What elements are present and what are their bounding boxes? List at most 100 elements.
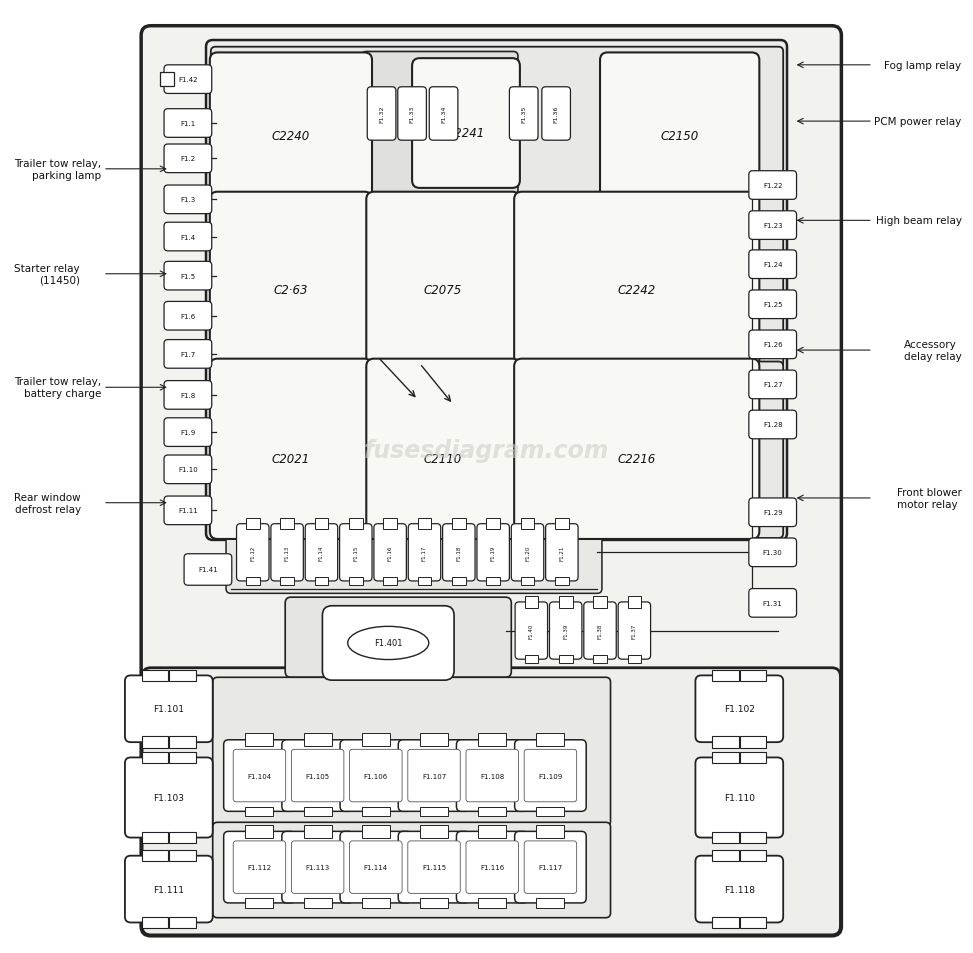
Bar xyxy=(169,670,196,681)
Bar xyxy=(712,670,739,681)
FancyBboxPatch shape xyxy=(213,822,610,918)
FancyBboxPatch shape xyxy=(546,524,578,581)
Bar xyxy=(142,850,168,862)
Bar xyxy=(536,824,564,839)
Bar xyxy=(594,597,607,608)
FancyBboxPatch shape xyxy=(282,740,353,812)
Text: C2241: C2241 xyxy=(447,127,486,140)
FancyBboxPatch shape xyxy=(164,381,212,410)
Text: C2·63: C2·63 xyxy=(273,283,308,296)
FancyBboxPatch shape xyxy=(142,668,841,935)
Text: F1.24: F1.24 xyxy=(763,262,782,268)
Text: F1.103: F1.103 xyxy=(154,793,184,802)
Bar xyxy=(142,670,168,681)
Bar xyxy=(628,656,641,663)
Text: F1.25: F1.25 xyxy=(763,302,782,308)
Text: F1.9: F1.9 xyxy=(180,430,196,436)
Bar xyxy=(524,656,538,663)
Bar xyxy=(314,578,328,585)
FancyBboxPatch shape xyxy=(398,88,426,141)
Bar xyxy=(712,917,739,928)
Bar xyxy=(246,518,260,530)
FancyBboxPatch shape xyxy=(408,749,460,802)
FancyBboxPatch shape xyxy=(466,749,519,802)
Text: Fog lamp relay: Fog lamp relay xyxy=(884,61,961,71)
FancyBboxPatch shape xyxy=(224,740,295,812)
FancyBboxPatch shape xyxy=(696,758,783,838)
FancyBboxPatch shape xyxy=(408,841,460,894)
Text: F1.31: F1.31 xyxy=(763,600,782,606)
Text: Starter relay
(11450): Starter relay (11450) xyxy=(15,264,80,285)
FancyBboxPatch shape xyxy=(696,676,783,742)
Bar xyxy=(383,518,397,530)
Bar xyxy=(245,824,273,839)
Text: C2021: C2021 xyxy=(271,453,310,465)
Bar xyxy=(420,806,448,816)
Text: F1.21: F1.21 xyxy=(559,545,564,560)
FancyBboxPatch shape xyxy=(236,524,269,581)
Text: F1.118: F1.118 xyxy=(724,884,755,894)
Bar xyxy=(417,578,431,585)
Text: F1.3: F1.3 xyxy=(180,197,196,203)
FancyBboxPatch shape xyxy=(584,602,616,659)
FancyBboxPatch shape xyxy=(749,538,797,567)
Text: F1.116: F1.116 xyxy=(480,864,504,870)
Text: F1.5: F1.5 xyxy=(180,274,196,279)
Text: F1.37: F1.37 xyxy=(631,623,637,639)
FancyBboxPatch shape xyxy=(600,53,759,201)
Bar xyxy=(739,832,767,843)
FancyBboxPatch shape xyxy=(210,193,372,368)
Bar xyxy=(420,824,448,839)
FancyBboxPatch shape xyxy=(366,193,520,368)
FancyBboxPatch shape xyxy=(285,598,511,678)
Bar xyxy=(420,898,448,907)
FancyBboxPatch shape xyxy=(514,193,759,368)
Text: F1.14: F1.14 xyxy=(319,545,324,560)
Bar xyxy=(628,597,641,608)
FancyBboxPatch shape xyxy=(210,53,372,201)
Text: F1.6: F1.6 xyxy=(180,314,196,319)
Bar xyxy=(169,850,196,862)
Bar xyxy=(452,518,466,530)
Text: F1.401: F1.401 xyxy=(374,639,403,648)
Bar xyxy=(245,806,273,816)
FancyBboxPatch shape xyxy=(515,602,548,659)
Bar xyxy=(521,518,534,530)
FancyBboxPatch shape xyxy=(125,856,213,923)
Text: F1.17: F1.17 xyxy=(422,545,427,560)
Bar xyxy=(161,72,173,87)
Bar xyxy=(559,597,572,608)
Text: F1.27: F1.27 xyxy=(763,382,782,388)
FancyBboxPatch shape xyxy=(234,749,286,802)
FancyBboxPatch shape xyxy=(550,602,582,659)
Text: C2150: C2150 xyxy=(661,131,699,143)
FancyBboxPatch shape xyxy=(367,88,396,141)
Bar xyxy=(486,578,500,585)
Bar xyxy=(712,850,739,862)
Bar xyxy=(304,824,332,839)
Bar xyxy=(362,734,390,747)
FancyBboxPatch shape xyxy=(374,524,407,581)
Bar xyxy=(555,578,568,585)
Bar xyxy=(304,806,332,816)
Text: F1.34: F1.34 xyxy=(441,106,446,123)
FancyBboxPatch shape xyxy=(349,841,402,894)
FancyBboxPatch shape xyxy=(282,831,353,903)
Text: Trailer tow relay,
battery charge: Trailer tow relay, battery charge xyxy=(15,377,101,398)
Bar xyxy=(245,734,273,747)
Text: F1.10: F1.10 xyxy=(178,467,198,473)
FancyBboxPatch shape xyxy=(340,524,372,581)
Text: C2075: C2075 xyxy=(424,283,462,296)
Bar xyxy=(739,752,767,763)
FancyBboxPatch shape xyxy=(456,740,528,812)
Text: Rear window
defrost relay: Rear window defrost relay xyxy=(15,493,81,514)
FancyBboxPatch shape xyxy=(164,302,212,331)
Text: High beam relay: High beam relay xyxy=(876,216,961,226)
FancyBboxPatch shape xyxy=(749,212,797,240)
Text: F1.109: F1.109 xyxy=(538,773,562,779)
FancyBboxPatch shape xyxy=(224,831,295,903)
Bar xyxy=(536,898,564,907)
FancyBboxPatch shape xyxy=(206,41,787,540)
Bar xyxy=(521,578,534,585)
Bar xyxy=(479,734,506,747)
